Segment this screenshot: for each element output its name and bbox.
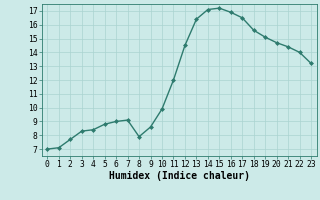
X-axis label: Humidex (Indice chaleur): Humidex (Indice chaleur) bbox=[109, 171, 250, 181]
